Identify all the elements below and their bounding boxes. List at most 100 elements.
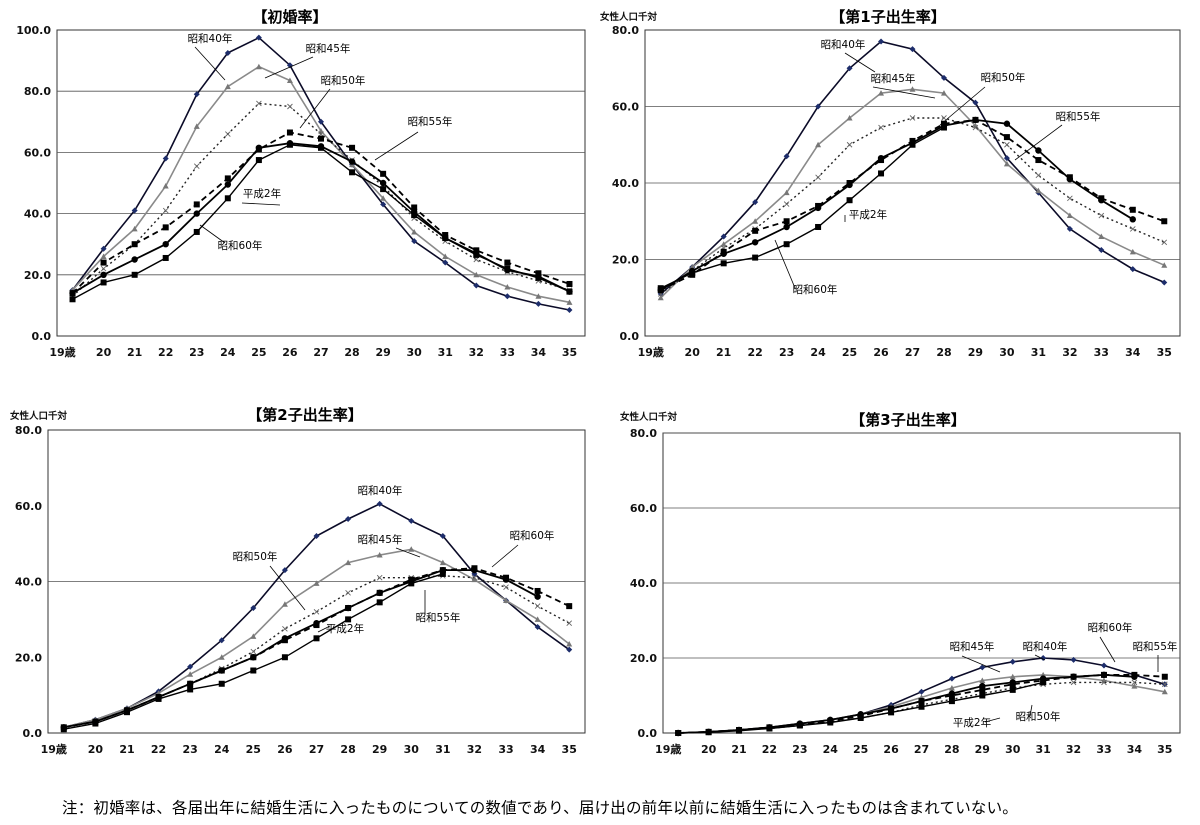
unit-label: 女性人口千対 — [600, 11, 658, 23]
data-point — [224, 49, 231, 56]
data-point — [657, 285, 664, 292]
data-point — [348, 158, 356, 165]
data-point — [218, 654, 225, 660]
data-point — [566, 288, 573, 295]
data-point — [69, 289, 76, 297]
x-tick-label: 29 — [968, 346, 983, 359]
series-annotation: 昭和45年 — [950, 640, 995, 653]
x-tick-label: 31 — [435, 743, 450, 756]
chart-title: 【第1子出生率】 — [830, 8, 945, 26]
x-tick-label: 32 — [1062, 346, 1077, 359]
chart-2: 0.0 20.0 40.0 60.0 80.0 19歳 20 21 22 23 24 25 26 27 28… — [600, 8, 1181, 359]
data-point — [281, 567, 288, 574]
charts-canvas: 0.0 20.0 40.0 60.0 80.0 100.0 19歳 20 21 22 23 24 25 2… — [10, 8, 1181, 756]
x-tick-label: 25 — [842, 346, 857, 359]
x-tick-label: 31 — [1031, 346, 1046, 359]
series-annotation: 平成2年 — [849, 208, 887, 221]
data-point — [909, 115, 916, 121]
data-point — [313, 580, 320, 586]
data-point — [1035, 147, 1042, 154]
data-point — [69, 296, 76, 303]
x-tick-label: 20 — [685, 346, 701, 359]
data-point — [286, 141, 293, 148]
data-point — [187, 663, 194, 670]
annotation-leader — [984, 717, 1001, 723]
data-point — [281, 654, 288, 661]
series-6 — [675, 679, 1047, 736]
data-point — [857, 715, 864, 721]
annotation-leader — [199, 224, 226, 244]
y-tick-label: 0.0 — [23, 727, 43, 740]
series-annotation: 平成2年 — [953, 716, 991, 729]
series-annotation: 昭和55年 — [1056, 110, 1101, 123]
data-point — [193, 210, 200, 217]
data-point — [566, 640, 573, 647]
data-point — [815, 223, 822, 230]
series-annotation: 昭和50年 — [981, 71, 1026, 84]
data-point — [225, 131, 231, 137]
data-point — [186, 680, 194, 687]
data-point — [313, 635, 320, 642]
data-point — [503, 597, 510, 603]
data-point — [162, 183, 169, 189]
y-tick-label: 20.0 — [15, 651, 42, 664]
data-point — [60, 726, 67, 733]
x-tick-label: 20 — [701, 743, 717, 756]
data-point — [566, 620, 573, 626]
series-annotation: 昭和60年 — [793, 283, 838, 296]
data-point — [751, 239, 759, 246]
data-point — [313, 608, 320, 615]
data-point — [1003, 120, 1011, 127]
data-point — [1003, 134, 1010, 141]
series-6 — [69, 141, 573, 303]
data-point — [411, 228, 418, 235]
data-point — [948, 698, 955, 705]
data-point — [752, 199, 759, 206]
data-point — [1004, 141, 1010, 148]
x-tick-label: 35 — [1157, 743, 1172, 756]
data-point — [345, 616, 352, 623]
data-point — [281, 635, 289, 642]
series-line — [72, 102, 570, 297]
data-point — [349, 144, 356, 151]
series-annotation: 平成2年 — [326, 622, 364, 635]
data-point — [100, 253, 107, 259]
data-point — [376, 500, 383, 507]
x-tick-label: 27 — [313, 346, 328, 359]
data-point — [1070, 679, 1077, 686]
data-point — [846, 197, 853, 204]
annotation-leader — [317, 625, 331, 633]
data-point — [504, 259, 511, 266]
data-point — [193, 201, 200, 208]
data-point — [318, 135, 324, 142]
data-point — [815, 103, 822, 110]
y-tick-label: 20.0 — [24, 269, 51, 282]
data-point — [815, 174, 821, 181]
x-tick-label: 28 — [344, 346, 359, 359]
data-point — [1098, 197, 1105, 204]
data-point — [502, 576, 510, 583]
data-point — [1035, 172, 1042, 179]
data-point — [948, 675, 955, 682]
data-point — [1131, 673, 1138, 680]
x-tick-label: 30 — [407, 346, 423, 359]
data-point — [162, 155, 169, 162]
data-point — [1066, 212, 1073, 219]
data-point — [287, 103, 293, 110]
data-point — [380, 195, 387, 201]
data-point — [878, 90, 885, 96]
x-tick-label: 19歳 — [638, 345, 664, 359]
data-point — [1035, 187, 1042, 194]
series-annotation: 昭和40年 — [358, 484, 403, 497]
series-6 — [657, 124, 947, 292]
data-point — [504, 293, 511, 300]
x-tick-label: 33 — [498, 743, 513, 756]
chart-title: 【初婚率】 — [252, 8, 327, 26]
data-point — [218, 637, 225, 644]
chart-3: 0.0 20.0 40.0 60.0 80.0 19歳 20 21 22 23 24 25 26 27 28… — [10, 406, 586, 756]
data-point — [224, 195, 231, 202]
data-point — [471, 574, 478, 581]
data-point — [1101, 679, 1107, 686]
data-point — [1161, 688, 1168, 695]
data-point — [1070, 656, 1077, 663]
